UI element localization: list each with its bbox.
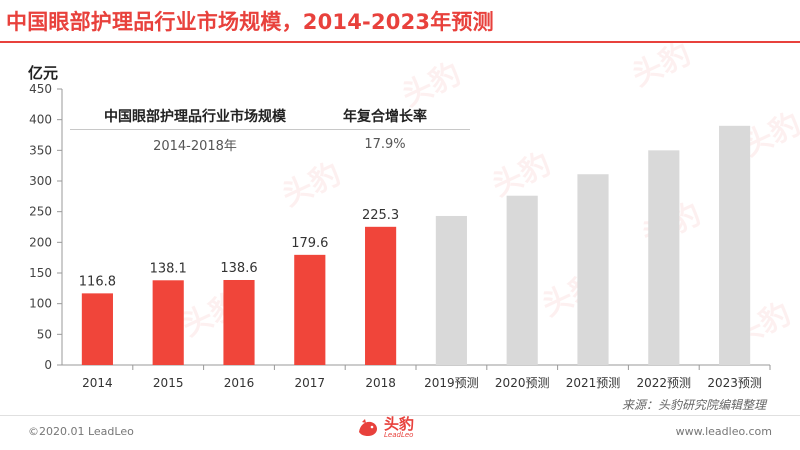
summary-col1-header: 中国眼部护理品行业市场规模 [104,109,286,125]
bar [719,125,751,365]
x-tick-label: 2018 [365,376,396,390]
y-tick-label: 0 [44,358,52,372]
bar-chart: 0 50 100 150 200 250 300 350 400 450 2014 116.8 2015… [29,82,771,390]
y-tick-label: 100 [29,297,52,311]
y-tick-label: 150 [29,266,52,280]
summary-table: 中国眼部护理品行业市场规模 年复合增长率 2014-2018年 17.9% [70,103,470,158]
source-note: 来源：头豹研究院编辑整理 [621,398,766,412]
summary-cagr: 17.9% [364,136,406,152]
data-label: 138.1 [150,261,187,276]
x-tick-label: 2015 [153,376,184,390]
bar [152,280,184,365]
page-title: 中国眼部护理品行业市场规模，2014-2023年预测 [6,10,494,34]
y-axis-unit: 亿元 [28,64,59,82]
y-tick-label: 350 [29,143,52,157]
leopard-icon [359,419,377,436]
leadleo-logo: 头豹 LeadLeo [356,416,414,440]
logo-text-en: LeadLeo [384,431,414,439]
summary-header-row: 中国眼部护理品行业市场规模 年复合增长率 [70,103,470,130]
data-label: 116.8 [79,274,116,289]
x-tick-label: 2020预测 [495,376,550,390]
x-tick-label: 2016 [224,376,255,390]
summary-col2-header: 年复合增长率 [343,109,427,125]
y-tick-label: 400 [29,113,52,127]
y-tick-label: 200 [29,235,52,249]
y-tick-label: 250 [29,205,52,219]
bar [294,254,326,365]
bar [577,174,609,365]
x-tick-label: 2017 [295,376,326,390]
bar [365,226,397,365]
footer-divider [0,415,800,416]
bar [435,215,467,365]
bar [223,279,255,365]
y-tick-label: 300 [29,174,52,188]
bar [81,293,113,365]
data-label: 138.6 [220,261,257,276]
website-link[interactable]: www.leadleo.com [675,425,772,438]
x-tick-label: 2014 [82,376,113,390]
x-tick-label: 2021预测 [566,376,621,390]
x-tick-label: 2022预测 [637,376,692,390]
logo-text-cn: 头豹 [384,415,415,433]
title-divider [0,41,800,43]
copyright-text: ©2020.01 LeadLeo [28,425,134,438]
y-tick-label: 50 [37,327,52,341]
bar [506,195,538,365]
x-tick-label: 2023预测 [707,376,762,390]
summary-value-row: 2014-2018年 17.9% [70,130,470,158]
x-tick-label: 2019预测 [424,376,479,390]
summary-period: 2014-2018年 [153,138,237,154]
data-label: 179.6 [291,236,328,251]
y-tick-label: 450 [29,82,52,96]
data-label: 225.3 [362,208,399,223]
bar [648,150,680,365]
